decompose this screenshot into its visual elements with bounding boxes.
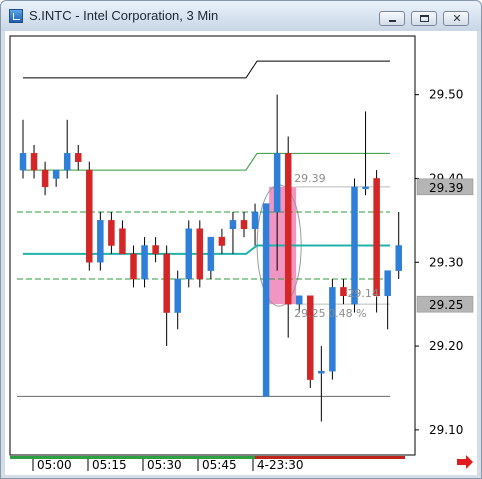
candle-body — [108, 220, 115, 246]
close-icon: ✕ — [452, 12, 462, 25]
maximize-icon — [420, 15, 429, 22]
candle-body — [307, 295, 314, 380]
candle-body — [262, 203, 270, 397]
candle-body — [296, 295, 303, 305]
candle-body — [207, 236, 215, 271]
candle-body — [119, 228, 126, 255]
x-tick-label: 05:45 — [202, 458, 237, 472]
price-label-box — [416, 295, 474, 313]
minimize-button[interactable] — [379, 11, 405, 26]
candle-body — [229, 220, 237, 229]
upper-envelope-line — [23, 60, 390, 79]
candle-body — [373, 178, 380, 297]
candle-body — [174, 278, 181, 313]
candle-body — [196, 228, 204, 280]
low-annotation-label: 29.25 — [294, 307, 326, 320]
title-bar[interactable]: S.INTC - Intel Corporation, 3 Min ✕ — [1, 1, 481, 31]
chart-app-icon — [9, 9, 23, 23]
candle-body — [395, 245, 402, 271]
candle-body — [318, 370, 325, 374]
maximize-button[interactable] — [411, 11, 437, 26]
x-tick-label: 4-23:30 — [257, 458, 304, 472]
price-label-text: 29.25 — [429, 298, 463, 312]
candle-body — [351, 186, 358, 305]
y-tick-label: 29.20 — [429, 339, 463, 353]
candle-body — [185, 228, 192, 280]
x-axis-bar-red — [255, 456, 405, 459]
candle-body — [52, 169, 60, 179]
candle-body — [63, 153, 71, 171]
candle-body — [19, 153, 27, 171]
high-annotation-label: 29.39 — [294, 172, 326, 185]
candle-body — [141, 245, 148, 280]
candle-body — [329, 287, 336, 372]
price-label-box — [416, 178, 474, 196]
candle-body — [152, 245, 159, 255]
candle-body — [41, 169, 49, 188]
candle-body — [86, 169, 93, 263]
mini-annotation-label: 29.14 — [347, 287, 379, 300]
percent-annotation-label: 0.48 % — [328, 307, 366, 320]
minimize-icon — [389, 20, 396, 22]
x-tick-label: 05:15 — [92, 458, 127, 472]
window-title: S.INTC - Intel Corporation, 3 Min — [29, 8, 219, 23]
x-axis-bar-green — [10, 456, 255, 459]
x-tick-label: 05:00 — [37, 458, 72, 472]
candle-body — [218, 236, 226, 246]
candle-body — [384, 270, 391, 297]
price-label-text: 29.39 — [429, 181, 463, 195]
candle-body — [273, 153, 281, 213]
chart-area[interactable]: 29.39 29.25 0.48 % 29.14 29.50 29.40 29.30 29.2… — [5, 31, 477, 475]
y-tick-label: 29.50 — [429, 88, 463, 102]
candle-body — [240, 220, 248, 229]
candle-body — [75, 153, 82, 162]
candle-body — [30, 153, 38, 171]
candle-body — [251, 211, 259, 229]
candle-body — [362, 186, 369, 190]
candle-body — [284, 153, 292, 305]
x-tick-label: 05:30 — [147, 458, 182, 472]
close-button[interactable]: ✕ — [443, 11, 469, 26]
y-tick-label: 29.10 — [429, 423, 463, 437]
y-tick-label: 29.30 — [429, 255, 463, 269]
candle-body — [97, 220, 104, 263]
scroll-right-arrow-icon[interactable] — [456, 453, 474, 471]
candle-body — [163, 253, 170, 313]
candle-body — [130, 253, 137, 280]
candle-body — [340, 287, 347, 297]
upper-band-line — [23, 152, 390, 171]
